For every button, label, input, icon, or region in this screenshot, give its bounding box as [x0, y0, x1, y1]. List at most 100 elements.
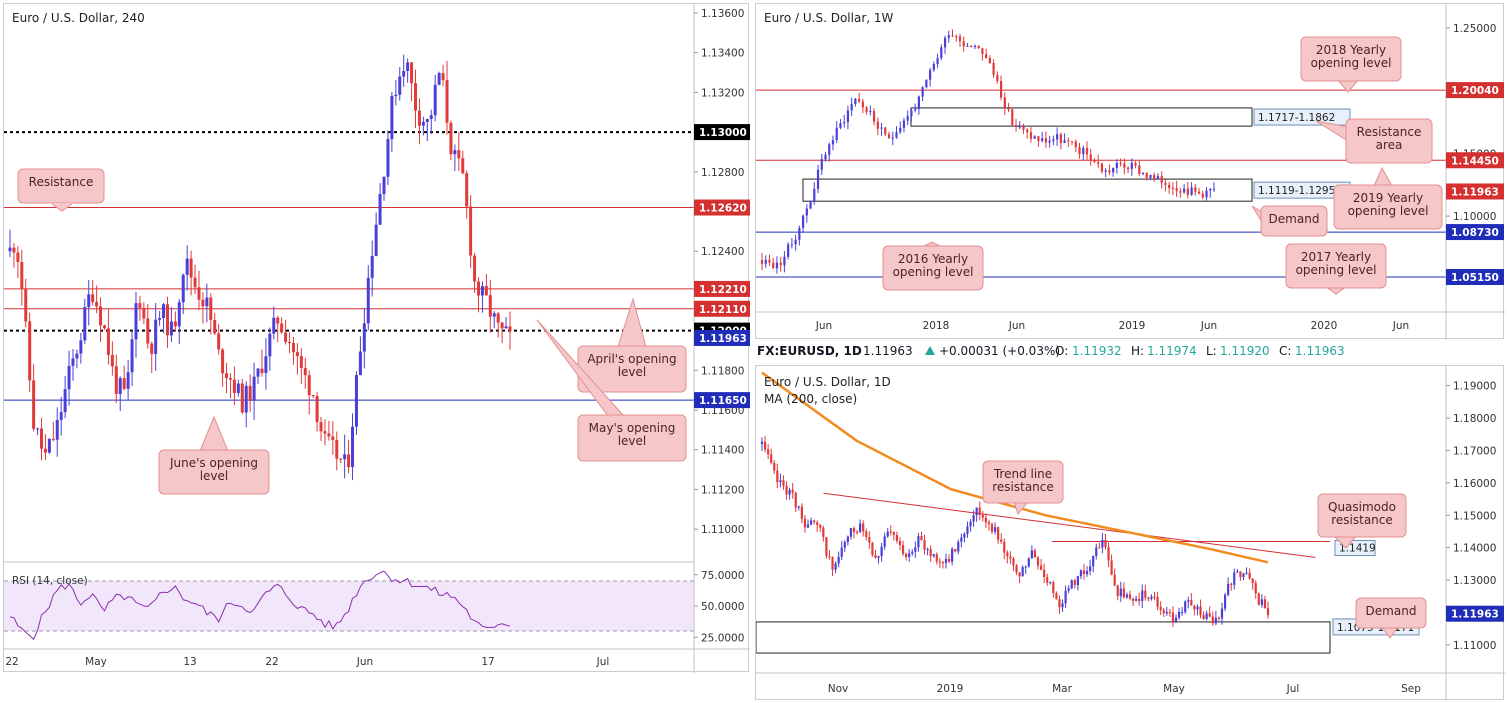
candle-body: [825, 537, 828, 557]
price-tag-bg: [1446, 82, 1504, 99]
candle-body: [1097, 161, 1100, 164]
candle-body: [71, 358, 75, 366]
candle-body: [8, 247, 12, 252]
candle-body: [1208, 613, 1211, 617]
candle-body: [1003, 541, 1006, 553]
candle-body: [130, 339, 134, 373]
zone-label: 1.1119-1.1295: [1258, 185, 1335, 197]
candle-body: [232, 379, 236, 394]
candle-body: [414, 83, 418, 111]
candle-body: [398, 76, 402, 95]
y-tick-label: 1.15000: [1453, 510, 1496, 522]
candle-body: [95, 301, 99, 307]
candle-body: [1171, 612, 1175, 622]
candle-body: [1257, 593, 1260, 605]
candle-body: [441, 73, 445, 81]
candle-body: [926, 549, 929, 551]
candle-body: [1116, 585, 1119, 597]
candle-body: [492, 313, 496, 317]
candle-body: [1199, 606, 1202, 616]
candle-body: [1113, 574, 1116, 586]
note-pointer: [1381, 626, 1399, 639]
x-tick-label: Jun: [1392, 320, 1409, 332]
candle-body: [1037, 136, 1040, 141]
candle-body: [272, 317, 276, 334]
price-tag-bg: [1446, 152, 1504, 169]
candle-body: [779, 480, 782, 483]
candle-body: [794, 239, 797, 245]
ohlc-change: +0.00031 (+0.03%): [939, 344, 1060, 358]
candle-body: [917, 535, 920, 548]
price-tag: 1.12110: [699, 304, 747, 316]
candle-body: [1030, 550, 1033, 559]
x-tick-label: Nov: [828, 683, 849, 695]
daily-chart-panel[interactable]: 1.1075-1.1171 1.190001.180001.170001.160…: [755, 365, 1505, 701]
note-pointer: [1337, 79, 1359, 93]
candle-body: [99, 306, 103, 326]
candle-body: [1138, 598, 1141, 601]
candle-body: [1205, 190, 1208, 198]
candle-body: [978, 507, 981, 515]
candle-body: [1190, 599, 1193, 606]
candle-body: [1011, 109, 1014, 126]
candle-body: [1126, 167, 1130, 169]
candle-body: [437, 73, 441, 85]
candle-body: [785, 485, 788, 495]
candle-body: [118, 378, 122, 395]
candle-body: [433, 84, 437, 116]
candle-body: [508, 326, 512, 332]
candle-body: [114, 366, 118, 395]
candle-body: [966, 45, 969, 47]
candle-body: [947, 35, 950, 38]
candle-body: [1009, 556, 1012, 559]
candle-body: [773, 462, 776, 471]
candle-body: [858, 98, 861, 102]
candle-body: [24, 288, 28, 322]
candle-body: [1003, 97, 1006, 109]
candle-body: [154, 319, 158, 354]
candle-body: [850, 104, 853, 111]
note-pointer: [617, 297, 647, 348]
candle-body: [504, 326, 508, 329]
candle-body: [1061, 603, 1064, 608]
candle-body: [63, 389, 67, 413]
candle-body: [806, 524, 810, 528]
x-tick-label: Sep: [1401, 683, 1421, 695]
candle-body: [969, 521, 972, 527]
candle-body: [760, 441, 764, 444]
rsi-tick-label: 50.0000: [701, 601, 744, 613]
candle-body: [805, 208, 808, 216]
candle-body: [1052, 139, 1055, 141]
ohlc-last: 1.11963: [863, 344, 913, 358]
candle-body: [1131, 598, 1135, 601]
price-tag: 1.11963: [699, 333, 747, 345]
note-mays-opening: [577, 414, 687, 462]
candle-body: [1242, 573, 1245, 578]
candle-body: [899, 127, 902, 133]
candle-body: [1073, 580, 1076, 585]
y-tick-label: 1.17000: [1453, 445, 1496, 457]
price-tag-bg: [694, 124, 750, 141]
candle-body: [315, 396, 319, 423]
candle-body: [999, 81, 1003, 98]
candle-body: [20, 262, 24, 289]
candle-body: [1202, 615, 1205, 620]
candle-body: [779, 262, 782, 266]
candle-body: [910, 110, 913, 117]
candle-body: [947, 558, 951, 562]
candle-body: [764, 259, 767, 264]
candle-body: [252, 376, 256, 401]
candle-body: [1223, 594, 1227, 609]
candle-body: [846, 536, 849, 543]
h4-chart-panel[interactable]: 1.13600 1.13400 1.13200 1.12800 1.12400 1.118…: [3, 3, 750, 673]
candle-body: [880, 127, 883, 129]
candle-body: [1026, 129, 1029, 133]
candle-body: [91, 294, 95, 302]
rsi-tick-label: 25.0000: [701, 632, 744, 644]
candle-body: [843, 542, 846, 548]
candle-body: [59, 412, 63, 420]
candle-body: [768, 259, 771, 263]
candle-body: [809, 520, 813, 525]
candle-body: [880, 546, 883, 557]
